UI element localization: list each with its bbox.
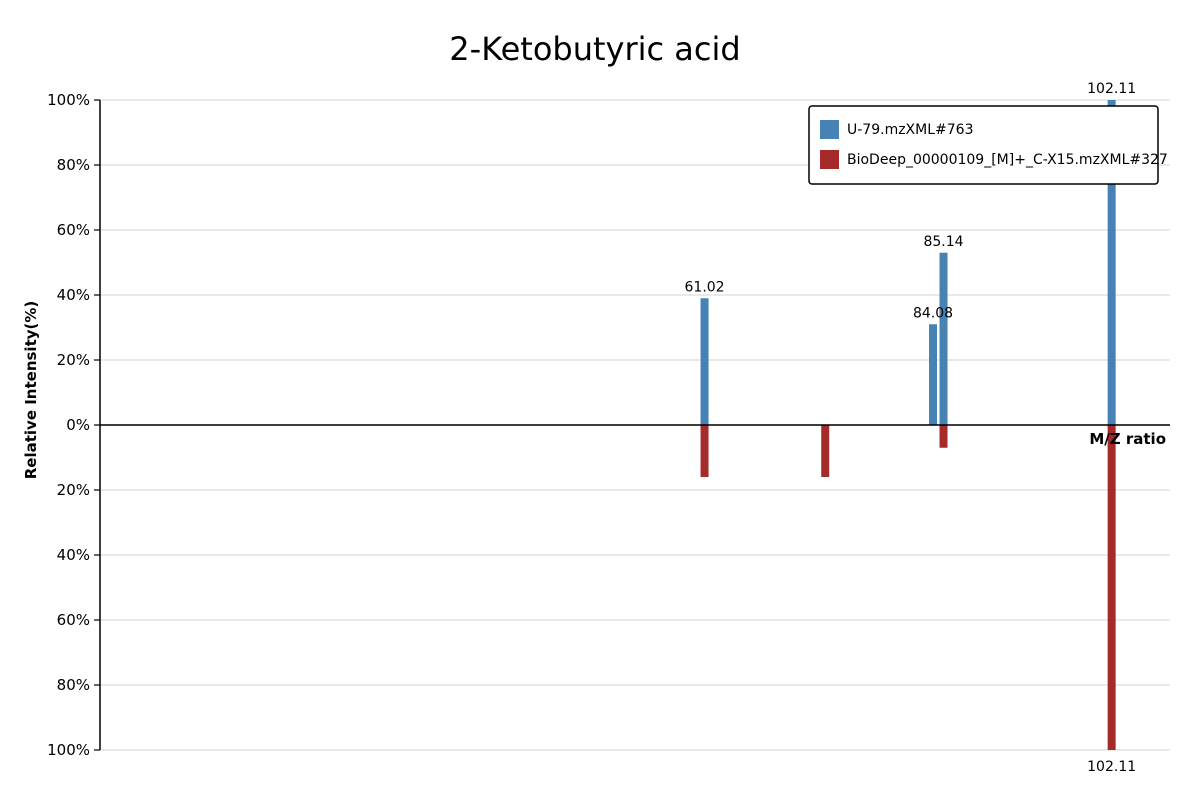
- legend-entry-1: U-79.mzXML#763: [847, 122, 973, 138]
- legend: U-79.mzXML#763 BioDeep_00000109_[M]+_C-X…: [808, 105, 1168, 185]
- y-tick-label: 60%: [57, 221, 90, 239]
- reference-peak-bar: [1107, 425, 1116, 750]
- legend-box: [808, 105, 1159, 185]
- legend-entry-2: BioDeep_00000109_[M]+_C-X15.mzXML#327: [847, 152, 1168, 168]
- y-tick-label: 40%: [57, 546, 90, 564]
- peak-mz-label: 61.02: [685, 279, 725, 295]
- legend-swatch-2: [820, 150, 839, 169]
- y-tick-label: 60%: [57, 611, 90, 629]
- y-tick-label: 80%: [57, 676, 90, 694]
- legend-swatch-1: [820, 120, 839, 139]
- peak-bars: [700, 100, 1116, 750]
- x-axis-label: M/Z ratio: [1089, 430, 1166, 448]
- query-peak-bar: [939, 252, 948, 425]
- peak-mz-label: 84.08: [913, 305, 953, 321]
- reference-peak-bar: [700, 425, 709, 477]
- reference-peak-bar: [821, 425, 830, 477]
- peak-mz-label: 102.11: [1087, 81, 1136, 97]
- y-tick-label: 80%: [57, 156, 90, 174]
- peak-labels: 61.02 84.08 85.14 102.11 102.11: [685, 81, 1137, 775]
- peak-mz-label: 85.14: [923, 234, 963, 250]
- y-tick-label: 100%: [47, 741, 90, 759]
- chart-title: 2-Ketobutyric acid: [449, 30, 740, 68]
- y-axis-ticks: 100% 80% 60% 40% 20% 0% 20% 40% 60% 80% 100%: [47, 91, 100, 759]
- query-peak-bar: [700, 298, 709, 425]
- y-tick-label: 20%: [57, 481, 90, 499]
- query-peak-bar: [1107, 100, 1116, 425]
- y-tick-label: 0%: [66, 416, 90, 434]
- y-tick-label: 20%: [57, 351, 90, 369]
- peak-mz-label: 102.11: [1087, 759, 1136, 775]
- y-tick-label: 40%: [57, 286, 90, 304]
- y-tick-label: 100%: [47, 91, 90, 109]
- y-axis-label: Relative Intensity(%): [22, 301, 40, 480]
- reference-peak-bar: [939, 425, 948, 448]
- query-peak-bar: [929, 324, 938, 425]
